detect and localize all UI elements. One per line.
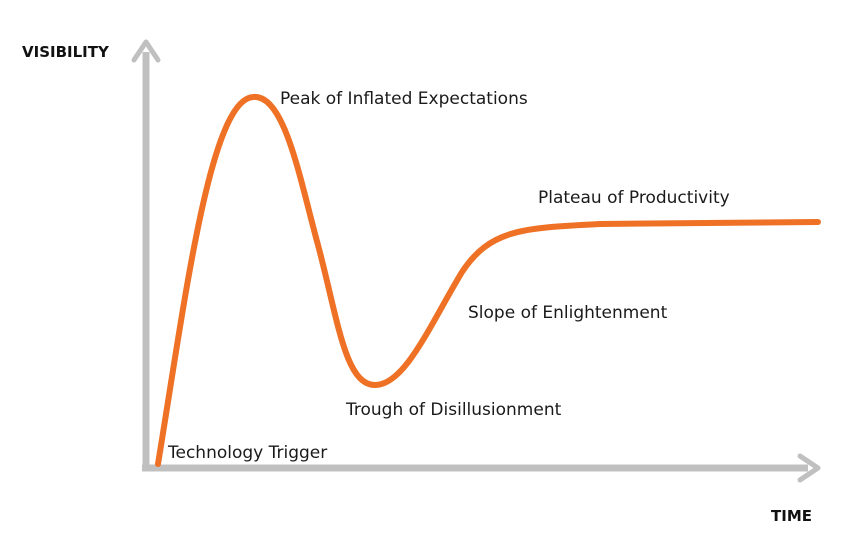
hype-curve bbox=[155, 94, 821, 467]
y-axis-title: VISIBILITY bbox=[22, 43, 110, 61]
x-axis bbox=[142, 453, 821, 483]
phase-label-technology-trigger: Technology Trigger bbox=[167, 443, 327, 463]
phase-label-peak-of-inflated-expectations: Peak of Inflated Expectations bbox=[280, 89, 528, 109]
phase-label-plateau-of-productivity: Plateau of Productivity bbox=[538, 188, 730, 208]
phase-label-trough-of-disillusionment: Trough of Disillusionment bbox=[345, 400, 562, 420]
x-axis-title: TIME bbox=[771, 507, 812, 525]
phase-label-slope-of-enlightenment: Slope of Enlightenment bbox=[468, 303, 668, 323]
x-axis-arrow-icon bbox=[797, 453, 821, 483]
y-axis bbox=[131, 39, 161, 468]
y-axis-arrow-icon bbox=[131, 39, 161, 63]
